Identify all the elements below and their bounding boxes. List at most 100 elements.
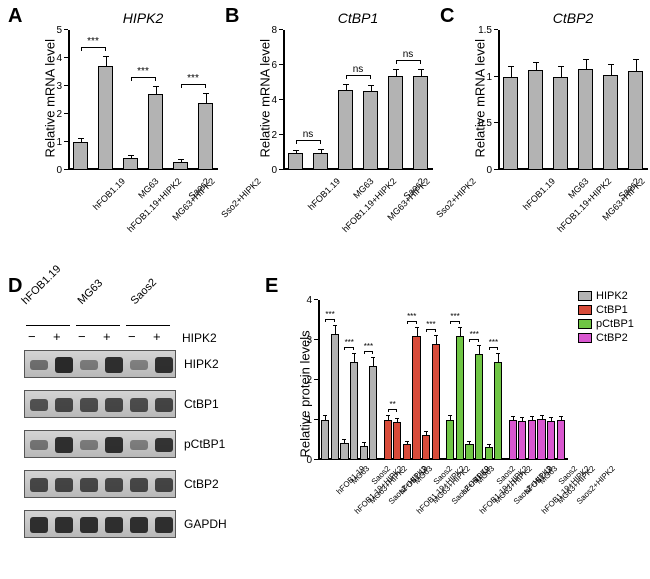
chart-b-title: CtBP1 bbox=[318, 10, 398, 26]
condition-label: − bbox=[128, 329, 136, 344]
bar bbox=[628, 71, 644, 170]
legend-label: HIPK2 bbox=[596, 290, 628, 302]
blot-band bbox=[80, 440, 98, 450]
condition-label: + bbox=[103, 329, 111, 344]
bar bbox=[528, 70, 544, 170]
bar bbox=[412, 336, 420, 460]
legend-item: pCtBP1 bbox=[578, 318, 634, 330]
significance-label: *** bbox=[76, 36, 111, 47]
blot-band bbox=[105, 398, 123, 412]
bar bbox=[384, 420, 392, 460]
blot-band bbox=[155, 357, 173, 372]
bar bbox=[388, 76, 404, 171]
blot-band bbox=[130, 440, 148, 450]
significance-label: *** bbox=[446, 312, 464, 321]
legend-label: CtBP1 bbox=[596, 304, 628, 316]
bar bbox=[313, 153, 329, 171]
significance-label: *** bbox=[360, 342, 378, 351]
blot-band bbox=[30, 517, 48, 532]
significance-label: *** bbox=[321, 310, 339, 319]
bar bbox=[465, 444, 473, 460]
condition-label: + bbox=[53, 329, 61, 344]
western-blot-panel: hFOB1.19MG63Saos2−+−+−+HIPK2HIPK2CtBP1pC… bbox=[22, 295, 257, 575]
significance-label: ns bbox=[391, 49, 426, 60]
bar bbox=[446, 420, 454, 460]
significance-label: *** bbox=[465, 330, 483, 339]
chart-e-legend: HIPK2 CtBP1 pCtBP1 CtBP2 bbox=[578, 290, 634, 346]
panel-d-label: D bbox=[8, 275, 22, 298]
significance-label: ** bbox=[384, 400, 402, 409]
bar bbox=[148, 94, 164, 170]
bar bbox=[537, 419, 545, 460]
bar bbox=[98, 66, 114, 170]
bar bbox=[393, 422, 401, 460]
panel-b-label: B bbox=[225, 5, 239, 28]
plot-area-b: 02468hFOB1.19hFOB1.19+HIPK2MG63MG63+HIPK… bbox=[283, 30, 433, 170]
chart-c-ylabel: Relative mRNA level bbox=[473, 38, 488, 158]
bar bbox=[547, 421, 555, 460]
cell-line-header: MG63 bbox=[76, 277, 106, 307]
x-tick-label: MG63 bbox=[412, 464, 434, 486]
x-tick-label: MG63 bbox=[350, 464, 372, 486]
bar bbox=[363, 91, 379, 170]
cell-line-header: Saos2 bbox=[129, 276, 160, 307]
bar bbox=[198, 103, 214, 170]
bar bbox=[413, 76, 429, 171]
bar bbox=[528, 420, 536, 460]
bar bbox=[603, 75, 619, 170]
blot-band bbox=[30, 360, 48, 371]
condition-label: + bbox=[153, 329, 161, 344]
blot-band bbox=[55, 478, 73, 492]
x-tick-label: MG63 bbox=[475, 464, 497, 486]
bar bbox=[509, 420, 517, 460]
blot-band bbox=[30, 399, 48, 412]
bar bbox=[557, 420, 565, 460]
bar bbox=[422, 435, 430, 460]
bar bbox=[553, 77, 569, 170]
blot-band bbox=[30, 478, 48, 492]
chart-a-title: HIPK2 bbox=[103, 10, 183, 26]
bar bbox=[518, 421, 526, 460]
blot-band bbox=[80, 398, 98, 411]
bar bbox=[578, 69, 594, 170]
bar bbox=[360, 446, 368, 460]
blot-band bbox=[105, 437, 123, 452]
condition-label: − bbox=[28, 329, 36, 344]
bar bbox=[432, 344, 440, 460]
bar bbox=[350, 362, 358, 460]
bar bbox=[485, 447, 493, 460]
significance-label: *** bbox=[403, 312, 421, 321]
legend-swatch bbox=[578, 333, 592, 343]
blot-band bbox=[55, 398, 73, 412]
chart-c-title: CtBP2 bbox=[533, 10, 613, 26]
legend-swatch bbox=[578, 319, 592, 329]
blot-band bbox=[155, 478, 173, 492]
panel-e-label: E bbox=[265, 275, 278, 298]
protein-label: pCtBP1 bbox=[184, 437, 225, 451]
plot-area-e: 01234hFOB1.19hFOB1.19+HIPK2MG63MG63+HIPK… bbox=[318, 300, 568, 460]
bar bbox=[503, 77, 519, 170]
blot-row bbox=[24, 350, 176, 378]
chart-panel-e: Relative protein levels 01234hFOB1.19hFO… bbox=[280, 280, 645, 575]
blot-band bbox=[105, 357, 123, 372]
protein-label: GAPDH bbox=[184, 517, 227, 531]
significance-label: *** bbox=[422, 320, 440, 329]
panel-c-label: C bbox=[440, 5, 454, 28]
condition-row-label: HIPK2 bbox=[182, 331, 217, 345]
protein-label: HIPK2 bbox=[184, 357, 219, 371]
blot-band bbox=[155, 398, 173, 412]
chart-panel-c: CtBP2 Relative mRNA level 00.511.5hFOB1.… bbox=[458, 10, 648, 260]
significance-label: *** bbox=[126, 66, 161, 77]
blot-band bbox=[130, 360, 148, 370]
bar bbox=[338, 90, 354, 171]
bar bbox=[340, 443, 348, 460]
blot-band bbox=[105, 517, 123, 532]
significance-label: ns bbox=[341, 64, 376, 75]
bar bbox=[288, 153, 304, 171]
bar bbox=[456, 336, 464, 460]
significance-label: ns bbox=[291, 129, 326, 140]
legend-item: CtBP2 bbox=[578, 332, 634, 344]
protein-label: CtBP2 bbox=[184, 477, 219, 491]
blot-band bbox=[55, 437, 73, 452]
condition-label: − bbox=[78, 329, 86, 344]
